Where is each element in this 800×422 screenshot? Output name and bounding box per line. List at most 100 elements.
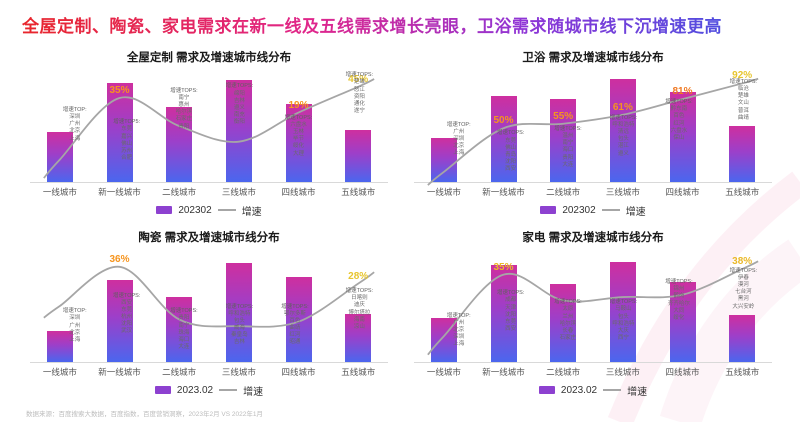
annotation-city: 曲靖 [289,325,301,332]
annotation-city: 海口 [562,147,574,154]
annotation-city: 佛山 [505,144,517,151]
annotation-city: 湛江 [617,143,629,150]
annotation-city: 东莞 [505,137,517,144]
category-axis: 一线城市 新一线城市 二线城市 三线城市 四线城市 五线城市 [414,185,772,199]
top-cities-annotation: 增速TOPS: 伊春 漠河 七台河 黑河 大兴安岭 [730,268,757,311]
bar-一线城市 [46,131,73,182]
growth-line [43,78,375,179]
legend-bar-swatch [540,206,557,214]
annotation-city: 临沧 [737,86,749,93]
annotation-city: 文山 [737,100,749,107]
category-axis: 一线城市 新一线城市 二线城市 三线城市 四线城市 五线城市 [30,185,388,199]
category-label: 四线城市 [665,187,700,197]
category-axis: 一线城市 新一线城市 二线城市 三线城市 四线城市 五线城市 [30,365,388,379]
annotation-city: 石家庄 [559,334,577,341]
category-label: 五线城市 [725,367,760,377]
annotation-city: 曲靖 [737,114,749,121]
bar-五线城市 [729,314,756,362]
annotation-title: 增速TOP: [446,312,471,319]
annotation-city: 锦州 [673,286,685,293]
annotation-city: 上海 [69,336,81,343]
annotation-city: 包头 [617,313,629,320]
top-cities-annotation: 增速TOPS: 贵阳 南宁 珠海 海口 大连 [170,308,197,351]
bar-四线城市 [669,92,696,182]
top-cities-annotation: 增速TOPS: 太原 兰州 哈尔滨 长春 石家庄 [554,299,581,342]
annotation-city: 沈阳 [121,321,133,328]
annotation-title: 增速TOPS: [112,292,141,299]
growth-label: 81% [672,86,693,98]
annotation-city: 大连 [562,161,574,168]
legend-line-swatch [219,389,238,391]
annotation-city: 吉林 [233,97,245,104]
annotation-city: 沈阳 [505,159,517,166]
chart-legend: 2023.02 增速 [26,381,392,399]
growth-label: 61% [612,101,633,113]
annotation-city: 杭州 [121,313,133,320]
annotation-city: 北京 [69,329,81,336]
annotation-city: 南宁 [178,322,190,329]
legend-bar-label: 202302 [178,204,212,216]
annotation-title: 增速TOPS: [225,83,254,90]
annotation-title: 增速TOPS: [665,99,693,106]
category-label: 三线城市 [221,367,256,377]
top-cities-annotation: 增速TOPS: 六盘水 玉林 毕节 绥化 大理 [285,115,312,158]
annotation-city: 绥化 [292,143,304,150]
annotation-title: 增速TOP5: [113,119,141,126]
chart-legend: 202302 增速 [410,201,776,219]
top-cities-annotation: 增速TOPS: 鄂尔多斯 百色 曲靖 红河 昭通 [281,304,308,347]
category-label: 新一线城市 [98,187,141,197]
growth-label: 28% [348,270,369,282]
annotation-city: 清远 [617,129,629,136]
annotation-city: 广州 [69,121,81,128]
bar-五线城市 [345,130,372,182]
annotation-city: 沈阳 [505,311,517,318]
top-cities-annotation: 增速TOPS: 锦州 鹤岗 齐齐哈尔 大同 绥化 [665,279,692,322]
category-label: 五线城市 [341,187,376,197]
annotation-city: 南宁 [178,95,190,102]
bar-三线城市 [225,80,252,182]
legend-line-swatch [217,209,236,211]
top-cities-annotation: 增速TOPS: 呼和浩特 包头 威海 秦皇岛 吉林 [226,304,253,347]
annotation-city: 绥化 [673,314,685,321]
chart-plot: 36% 28% 增速TOP: 深圳 广州 北京 上海 增速TOPS: 西安 东莞 杭州 沈阳 武汉 增速T… [30,250,388,363]
annotation-city: 北京 [453,327,465,333]
category-label: 三线城市 [605,367,640,377]
top-cities-annotation: 增速TOPS: 黔东南 百色 红河 六盘水 保山 [665,99,692,142]
chart-plot: 35% 19% 45% 增速TOP: 深圳 广州 北京 上海 增速TOP5: 东莞 嘉兴 佛山 苏州 合肥… [30,70,388,183]
growth-label: 55% [553,110,574,122]
annotation-city: 上海 [453,150,465,157]
annotation-city: 北京 [453,142,465,149]
top-cities-annotation: 增速TOPS: 呼和浩特 清远 包头 湛江 遵义 [610,115,637,158]
category-label: 二线城市 [162,187,197,197]
bar-新一线城市 [490,95,517,182]
category-label: 一线城市 [426,367,461,377]
chart-home-appliances: 家电 需求及增速城市线分布 35% 38% 增速TOP: 广州 北京 深圳 上海 增速TOPS… [410,230,776,406]
annotation-title: 增速TOPS: [345,72,374,79]
annotation-city: 遂宁 [353,107,365,114]
annotation-city: 鹤岗 [673,293,685,300]
annotation-city: 七台河 [735,289,752,296]
annotation-city: 呼和浩特 [612,121,635,128]
category-label: 四线城市 [665,367,700,377]
annotation-city: 大庆 [617,327,629,334]
annotation-city: 西宁 [617,334,629,341]
annotation-city: 惠州 [178,102,190,109]
annotation-title: 增速TOPS: [554,299,582,306]
growth-line [427,77,759,186]
annotation-city: 百色 [289,318,301,325]
growth-label: 35% [109,85,130,96]
annotation-city: 广州 [453,128,465,135]
annotation-title: 增速TOP: [62,308,87,315]
annotation-city: 伊春 [737,275,749,282]
annotation-city: 青岛 [505,151,517,158]
annotation-city: 贵阳 [562,154,574,161]
legend-bar-swatch [154,386,171,394]
annotation-title: 增速TOPS: [609,299,638,306]
annotation-city: 哈尔滨 [559,320,577,327]
annotation-city: 黔东南 [670,106,688,113]
annotation-title: 增速TOPS: [496,290,525,297]
top-cities-annotation: 增速TOPS: 楚雄 怒江 资阳 通化 遂宁 [346,72,373,115]
annotation-city: 大理 [292,150,304,157]
annotation-city: 楚雄 [353,79,365,86]
